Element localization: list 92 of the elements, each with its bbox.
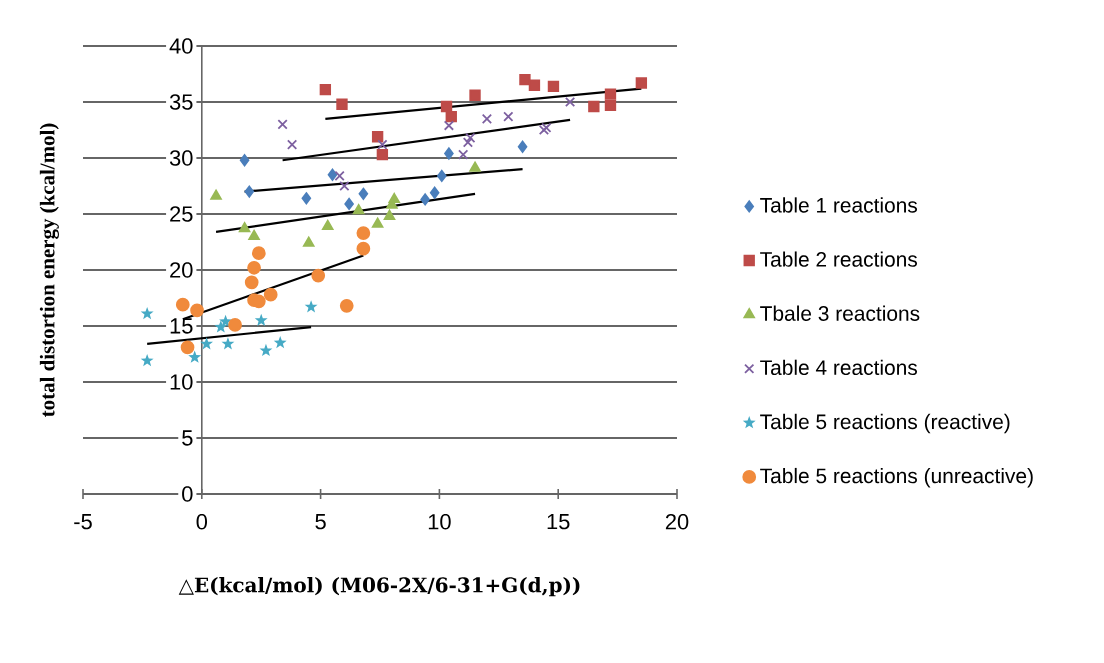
y-tick-label: 0 [182, 486, 193, 502]
point [175, 297, 190, 312]
legend-label: Table 2 reactions [760, 251, 918, 267]
x-tick-label: 20 [665, 514, 689, 530]
point [254, 313, 268, 326]
point [358, 187, 369, 200]
point [214, 320, 228, 333]
point [239, 154, 250, 167]
point [322, 219, 334, 231]
point [383, 209, 396, 220]
point [263, 287, 278, 302]
point [588, 100, 600, 113]
point [420, 193, 430, 206]
point [339, 298, 354, 313]
point [273, 336, 287, 349]
y-tick-label: 25 [170, 206, 193, 222]
y-axis-title: total distortion energy (kcal/mol) [39, 123, 59, 417]
point [429, 186, 440, 199]
point [344, 197, 354, 210]
point [210, 189, 222, 200]
y-tick-label: 5 [182, 430, 193, 446]
point [219, 314, 233, 327]
point [259, 343, 273, 357]
legend-label: Table 1 reactions [760, 197, 918, 213]
point [465, 132, 476, 143]
point [327, 168, 338, 181]
point [458, 149, 469, 160]
y-tick-label: 20 [170, 262, 193, 278]
point [251, 246, 266, 261]
y-tick-label: 35 [169, 94, 193, 110]
point [339, 180, 350, 192]
point [200, 337, 213, 350]
point [286, 139, 298, 150]
point [371, 217, 384, 228]
point [481, 113, 493, 124]
y-tick-label: 15 [170, 318, 193, 334]
point [440, 100, 453, 113]
point [371, 131, 384, 143]
point [528, 79, 541, 91]
y-tick-label: 40 [169, 38, 193, 54]
point [140, 306, 154, 320]
x-tick-label: 10 [428, 514, 451, 530]
point [247, 260, 261, 275]
y-tick-label: 10 [170, 374, 193, 390]
point [301, 192, 312, 205]
point [228, 318, 242, 332]
point [140, 353, 154, 367]
point [304, 300, 318, 313]
point [188, 350, 202, 363]
legend-label: Table 4 reactions [760, 359, 918, 376]
point [302, 236, 315, 247]
point [519, 73, 531, 86]
point [462, 137, 474, 148]
x-tick-label: -5 [74, 514, 92, 530]
point [356, 241, 371, 256]
point [443, 120, 455, 131]
point [336, 98, 348, 110]
point [444, 147, 454, 160]
y-tick-label: 30 [169, 150, 193, 166]
point [190, 303, 204, 318]
point [635, 77, 648, 89]
point [445, 110, 457, 123]
point [604, 88, 617, 100]
point [469, 89, 481, 101]
point [244, 185, 255, 198]
point [248, 229, 260, 241]
point [376, 148, 389, 161]
point [469, 161, 481, 172]
legend-label: Table 5 reactions (reactive) [760, 413, 1010, 434]
x-axis-title: △E(kcal/mol) (M06-2X/6-31+G(d,p)) [178, 577, 580, 597]
point [436, 169, 447, 182]
point [319, 84, 332, 96]
point [517, 140, 528, 153]
point [564, 96, 576, 108]
x-tick-label: 15 [547, 514, 570, 530]
point [180, 340, 195, 355]
point [604, 99, 617, 112]
legend-label: Tbale 3 reactions [760, 305, 920, 321]
point [334, 170, 345, 182]
point [547, 80, 560, 92]
point [221, 337, 235, 350]
legend-label: Table 5 reactions (unreactive) [760, 467, 1033, 488]
point [377, 139, 388, 150]
point [277, 119, 288, 130]
x-tick-label: 5 [315, 514, 326, 530]
point [244, 275, 259, 290]
point [356, 226, 371, 240]
x-tick-label: 0 [196, 514, 208, 530]
point [311, 268, 326, 283]
point [238, 222, 251, 233]
point [503, 111, 514, 122]
point [352, 204, 365, 215]
